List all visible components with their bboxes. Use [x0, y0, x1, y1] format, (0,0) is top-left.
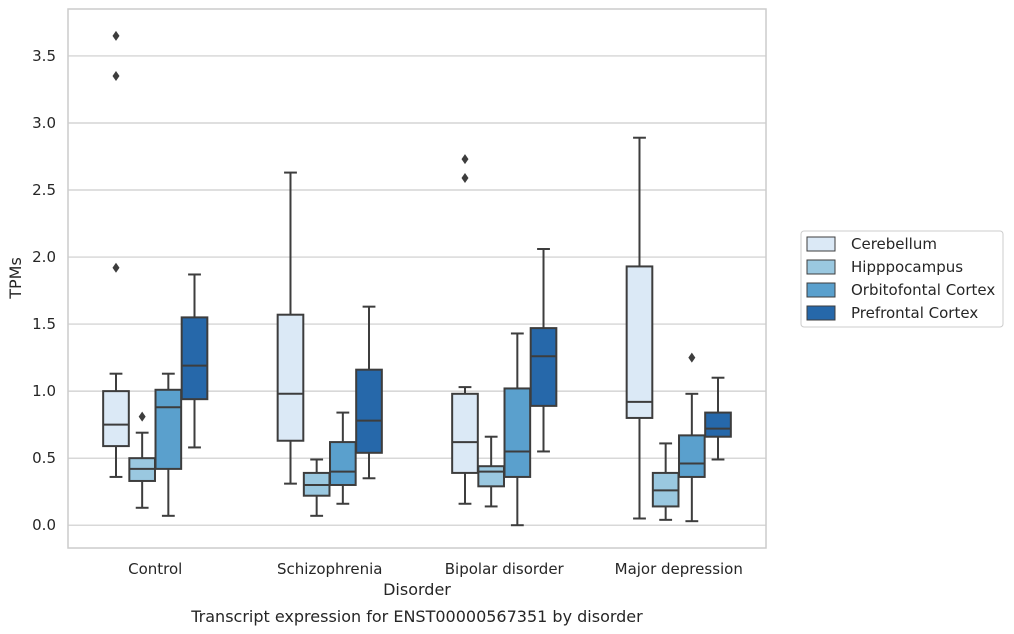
y-tick-label: 3.5: [32, 47, 56, 65]
y-tick-label: 2.5: [32, 181, 56, 199]
outlier-point: [461, 154, 469, 165]
x-tick-label: Control: [128, 560, 182, 578]
box-body: [180, 316, 209, 401]
legend: Cerebellum Hipppocampus Orbitofontal Corte…: [800, 230, 1004, 328]
box-body: [355, 368, 383, 454]
plot-area-frame: [67, 8, 767, 549]
box-body: [529, 327, 558, 407]
chart-caption: Transcript expression for ENST0000056735…: [190, 607, 643, 626]
box-body: [503, 387, 532, 478]
outlier-point: [112, 30, 120, 41]
x-axis-ticks: Control Schizophrenia Bipolar disorder Majo…: [128, 560, 743, 578]
outlier-point: [461, 172, 469, 183]
outlier-point: [112, 262, 120, 273]
y-axis-label: TPMs: [6, 257, 25, 300]
legend-label: Prefrontal Cortex: [851, 304, 978, 322]
outlier-point: [112, 71, 120, 82]
y-tick-label: 2.0: [32, 248, 56, 266]
box-body: [678, 434, 706, 478]
box-body: [451, 392, 479, 474]
x-tick-label: Bipolar disorder: [445, 560, 565, 578]
x-axis-label: Disorder: [383, 580, 451, 599]
box-body: [276, 313, 305, 442]
legend-swatch: [806, 282, 836, 298]
legend-label: Orbitofontal Cortex: [851, 281, 995, 299]
legend-swatch: [806, 236, 836, 252]
box-body: [625, 265, 654, 419]
y-tick-label: 1.5: [32, 315, 56, 333]
box-body: [329, 441, 357, 486]
outlier-point: [688, 352, 696, 363]
y-tick-label: 0.0: [32, 516, 56, 534]
legend-label: Hipppocampus: [851, 258, 963, 276]
outlier-point: [138, 411, 146, 422]
y-tick-label: 1.0: [32, 382, 56, 400]
box-body: [704, 411, 732, 438]
y-tick-label: 3.0: [32, 114, 56, 132]
legend-swatch: [806, 305, 836, 321]
x-tick-label: Schizophrenia: [277, 560, 382, 578]
legend-frame: [800, 230, 1004, 328]
box-body: [102, 390, 130, 448]
box-body: [477, 465, 505, 488]
legend-label: Cerebellum: [851, 235, 937, 253]
y-tick-label: 0.5: [32, 449, 56, 467]
y-axis-ticks: 0.0 0.5 1.0 1.5 2.0 2.5 3.0 3.5: [32, 47, 56, 534]
box-series-group: [102, 30, 732, 527]
legend-swatch: [806, 259, 836, 275]
x-tick-label: Major depression: [615, 560, 743, 578]
box-body: [154, 388, 183, 470]
